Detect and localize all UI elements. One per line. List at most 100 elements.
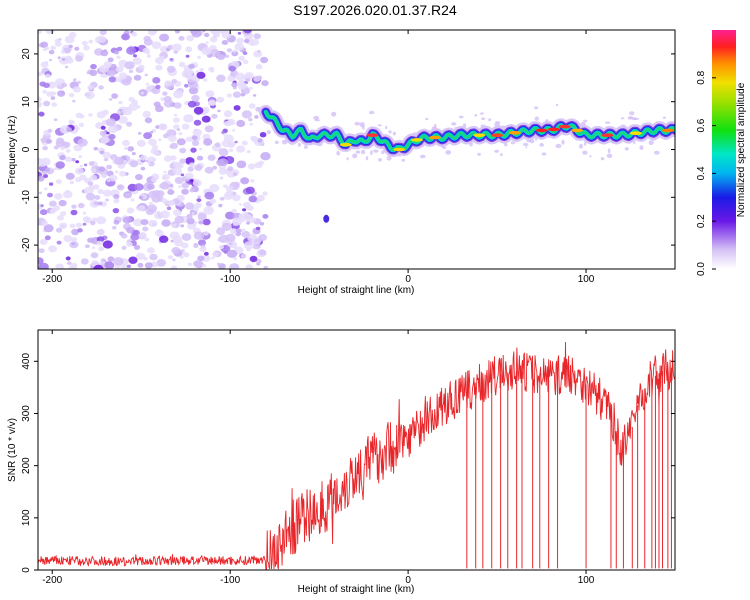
noise-dot [118, 115, 128, 124]
noise-dot [66, 127, 73, 133]
noise-dot [96, 240, 103, 246]
noise-dot [190, 147, 197, 153]
noise-dot [227, 118, 236, 126]
amplitude-peak [393, 147, 406, 152]
halo-speck [488, 118, 492, 122]
noise-dot [232, 129, 236, 132]
amplitude-peak [366, 133, 379, 137]
noise-dot [234, 140, 238, 144]
noise-dot [99, 130, 107, 136]
noise-dot [199, 147, 203, 151]
noise-dot [181, 233, 192, 241]
halo-speck [304, 145, 308, 149]
noise-dot [176, 128, 181, 132]
noise-dot [63, 47, 71, 54]
noise-dot [221, 222, 232, 231]
noise-dot [124, 146, 129, 150]
noise-dot [77, 202, 85, 209]
amplitude-peak [508, 131, 521, 135]
noise-dot [103, 157, 109, 162]
noise-dot [243, 30, 252, 34]
halo-speck [336, 151, 341, 156]
noise-dot [166, 129, 177, 138]
noise-dot [204, 191, 215, 200]
noise-dot [163, 170, 167, 174]
noise-dot [38, 71, 43, 77]
noise-dot [173, 167, 183, 176]
x-tick-label: 100 [578, 274, 595, 285]
noise-dot [65, 256, 71, 261]
noise-dot [107, 256, 115, 262]
noise-dot [55, 161, 65, 169]
noise-dot [128, 256, 138, 264]
noise-dot [173, 90, 184, 99]
noise-dot [187, 80, 199, 89]
noise-dot [232, 172, 238, 176]
snr-series [38, 341, 675, 570]
y-axis-ticks: -20 -10 0 10 20 [21, 48, 675, 252]
noise-dot [180, 173, 185, 177]
noise-dot [56, 240, 62, 245]
noise-dot [155, 125, 161, 129]
noise-dot [147, 247, 155, 254]
noise-dot [151, 190, 161, 198]
noise-dot [260, 152, 271, 161]
noise-dot [126, 226, 135, 234]
noise-dot [38, 248, 45, 253]
noise-dot [106, 70, 116, 77]
halo-speck [297, 142, 301, 147]
noise-dot [204, 166, 214, 174]
noise-dot [248, 117, 253, 122]
noise-dot [196, 155, 204, 161]
halo-speck [354, 121, 361, 126]
noise-dot [133, 54, 137, 58]
noise-dot [78, 155, 83, 159]
halo-speck [386, 156, 392, 161]
noise-dot [78, 122, 84, 127]
halo-speck [654, 150, 660, 155]
noise-dot [108, 125, 118, 134]
noise-dot [178, 132, 183, 136]
noise-dot [136, 252, 146, 260]
noise-dot [102, 109, 109, 116]
noise-dot [218, 167, 228, 175]
noise-dot [121, 245, 127, 250]
amplitude-peak [571, 128, 584, 133]
amplitude-peak [411, 138, 423, 142]
halo-speck [555, 143, 562, 149]
noise-dot [138, 195, 144, 200]
noise-dot [44, 235, 51, 241]
halo-speck [522, 142, 529, 147]
noise-dot [138, 132, 142, 135]
noise-dot [50, 45, 56, 51]
noise-dot [217, 109, 221, 113]
x-tick-label: -100 [220, 274, 240, 285]
halo-speck [624, 147, 629, 151]
noise-dot [227, 142, 235, 148]
noise-dot [180, 224, 185, 228]
noise-dot [244, 38, 250, 44]
noise-dot [163, 99, 174, 108]
noise-dot [68, 44, 73, 49]
noise-dot [159, 235, 169, 243]
noise-dot [100, 136, 109, 144]
noise-dot [142, 226, 149, 232]
noise-dot [47, 128, 53, 133]
noise-dot [100, 49, 109, 57]
snr-panel: 0 100 200 300 400 -200 -100 0 100 Height of str… [7, 329, 676, 595]
noise-dot [236, 119, 246, 128]
figure-title: S197.2026.020.01.37.R24 [293, 2, 457, 18]
noise-dot [250, 179, 255, 183]
noise-dot [120, 233, 128, 239]
noise-dot [90, 252, 99, 259]
noise-dot [84, 244, 90, 249]
noise-dot [169, 145, 173, 149]
noise-dot [156, 259, 166, 267]
noise-dot [45, 73, 51, 78]
colorbar-gradient [712, 30, 736, 269]
noise-dot [155, 84, 161, 90]
noise-dot [192, 179, 202, 187]
halo-speck [541, 152, 547, 156]
halo-speck [369, 110, 375, 115]
halo-speck [583, 119, 588, 123]
